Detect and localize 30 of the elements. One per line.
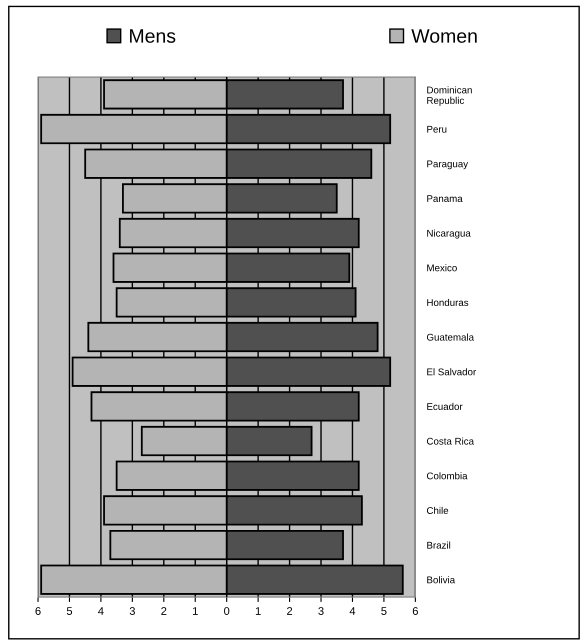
y-tick-label: Peru xyxy=(427,126,446,133)
y-tick-label: Nicaragua xyxy=(427,230,471,239)
x-tick-label: 1 xyxy=(256,607,261,615)
x-tick-label: 5 xyxy=(66,607,72,615)
y-tick-label: Dominican Republic xyxy=(427,86,472,106)
y-tick-label: Brazil xyxy=(427,542,450,549)
x-tick-label: 5 xyxy=(381,607,387,615)
x-tick-label: 6 xyxy=(412,607,418,615)
y-tick-label: Panama xyxy=(427,195,463,202)
x-tick-label: 0 xyxy=(224,607,230,615)
y-tick-label: Costa Rica xyxy=(426,438,474,445)
x-tick-label: 4 xyxy=(98,607,104,615)
y-tick-label: Guatemala xyxy=(426,334,474,341)
x-tick-label: 4 xyxy=(350,607,356,615)
y-tick-label: Honduras xyxy=(427,298,468,306)
x-tick-label: 1 xyxy=(193,607,198,615)
y-tick-label: Bolivia xyxy=(427,576,456,584)
x-tick-label: 3 xyxy=(318,607,324,615)
y-tick-label: Paraguay xyxy=(427,160,468,170)
x-tick-label: 2 xyxy=(287,607,292,615)
y-tick-label: Colombia xyxy=(426,472,468,480)
y-tick-label: El Salvador xyxy=(427,368,476,376)
legend-label: Women xyxy=(411,29,477,43)
legend-label: Mens xyxy=(130,29,176,43)
y-tick-label: Ecuador xyxy=(427,402,463,410)
x-tick-label: 2 xyxy=(161,607,166,615)
y-tick-label: Chile xyxy=(426,506,448,514)
x-tick-label: 6 xyxy=(36,607,41,615)
x-tick-label: 3 xyxy=(130,607,135,615)
y-tick-label: Mexico xyxy=(427,264,457,272)
